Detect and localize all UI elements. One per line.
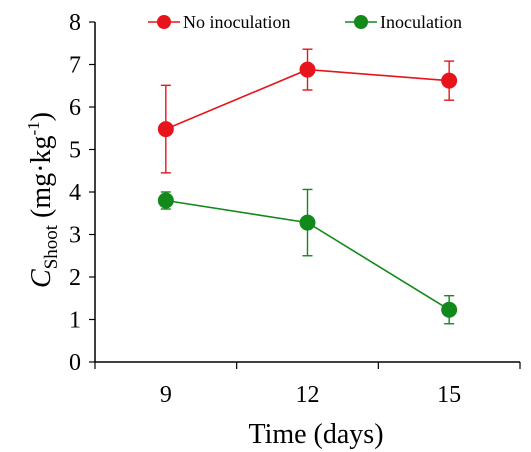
x-axis-ticks: 9 12 15 — [94, 362, 521, 408]
y-tick-label: 6 — [69, 95, 81, 121]
y-axis-title-part: C — [26, 269, 57, 288]
x-tick-label: 15 — [437, 382, 461, 408]
y-axis-title: CShoot (mg·kg-1) — [24, 112, 62, 288]
x-tick-label: 12 — [296, 382, 320, 408]
legend: No inoculation Inoculation — [148, 12, 462, 32]
y-tick-label: 4 — [69, 180, 81, 206]
series-no-inoculation — [157, 48, 458, 174]
legend-label: Inoculation — [380, 12, 462, 32]
y-axis-title-part: ) — [26, 112, 57, 121]
y-tick-label: 3 — [69, 223, 81, 249]
series-inoculation — [157, 188, 458, 325]
y-axis-title-part: Shoot — [41, 224, 62, 269]
data-point — [299, 61, 316, 78]
y-axis-ticks: 0 1 2 3 4 5 6 7 8 — [69, 10, 95, 376]
legend-marker — [354, 15, 368, 29]
y-tick-label: 1 — [69, 308, 81, 334]
y-tick-label: 5 — [69, 138, 81, 164]
data-point — [157, 192, 174, 209]
data-point — [441, 301, 458, 318]
legend-item-no-inoculation: No inoculation — [148, 12, 290, 32]
y-tick-label: 0 — [69, 350, 81, 376]
legend-label: No inoculation — [183, 12, 290, 32]
legend-item-inoculation: Inoculation — [345, 12, 462, 32]
data-point — [157, 121, 174, 138]
data-point — [441, 72, 458, 89]
y-axis-title-part: (mg·kg — [26, 136, 57, 225]
x-axis-title: Time (days) — [248, 419, 383, 450]
y-tick-label: 8 — [69, 10, 81, 36]
legend-marker — [157, 15, 171, 29]
y-axis-title-part: -1 — [24, 121, 43, 135]
x-tick-label: 9 — [160, 382, 172, 408]
y-tick-label: 7 — [69, 53, 81, 79]
series-group — [157, 48, 458, 325]
y-tick-label: 2 — [69, 265, 81, 291]
data-point — [299, 214, 316, 231]
